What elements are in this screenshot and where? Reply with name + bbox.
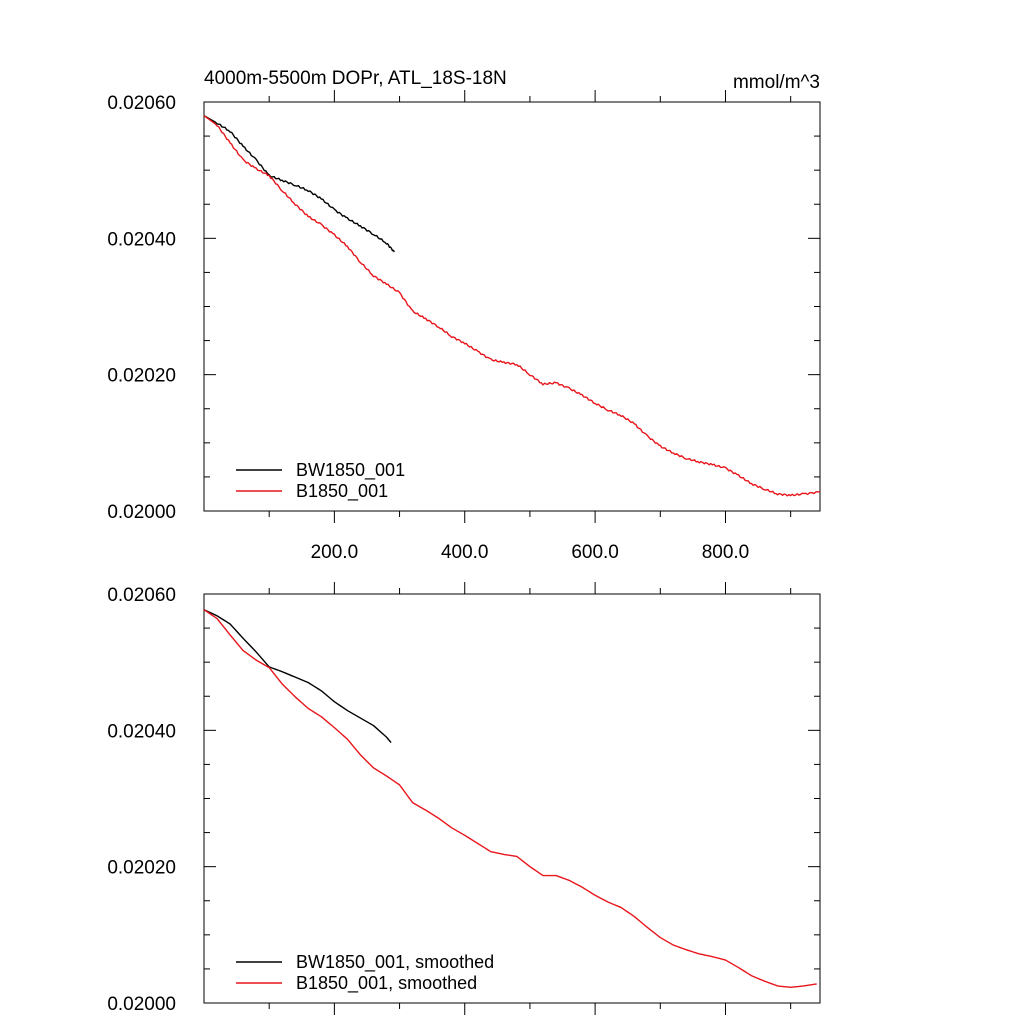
x-tick-label: 600.0 — [571, 542, 619, 563]
legend-label: B1850_001, smoothed — [296, 973, 477, 994]
legend-label: BW1850_001, smoothed — [296, 952, 494, 973]
y-tick-label: 0.02000 — [107, 502, 176, 523]
series-line-b1850-001 — [203, 115, 821, 497]
panel-top: 0.02000 0.02020 0.02040 0.02060 200.0 400.0 60… — [107, 68, 821, 563]
y-tick-label: 0.02020 — [107, 366, 176, 387]
y-tick-label: 0.02040 — [107, 721, 176, 742]
x-tick-label: 400.0 — [441, 542, 489, 563]
panel-bottom: 0.02000 0.02020 0.02040 0.02060 BW1850_001, … — [107, 582, 821, 1015]
units-label: mmol/m^3 — [733, 72, 820, 93]
y-tick-label: 0.02060 — [107, 585, 176, 606]
plot-frame — [203, 593, 821, 1004]
plot-frame — [203, 101, 821, 512]
chart-title: 4000m-5500m DOPr, ATL_18S-18N — [204, 68, 507, 89]
series-line-bw1850-001-smoothed — [203, 609, 392, 744]
legend-label: BW1850_001 — [296, 460, 405, 481]
y-tick-label: 0.02060 — [107, 93, 176, 114]
y-tick-label: 0.02020 — [107, 858, 176, 879]
legend-label: B1850_001 — [296, 481, 388, 502]
y-tick-label: 0.02000 — [107, 994, 176, 1015]
series-line-b1850-001-smoothed — [203, 609, 817, 989]
series-line-bw1850-001 — [203, 115, 395, 253]
x-tick-label: 200.0 — [311, 542, 359, 563]
y-tick-label: 0.02040 — [107, 229, 176, 250]
x-tick-label: 800.0 — [702, 542, 750, 563]
